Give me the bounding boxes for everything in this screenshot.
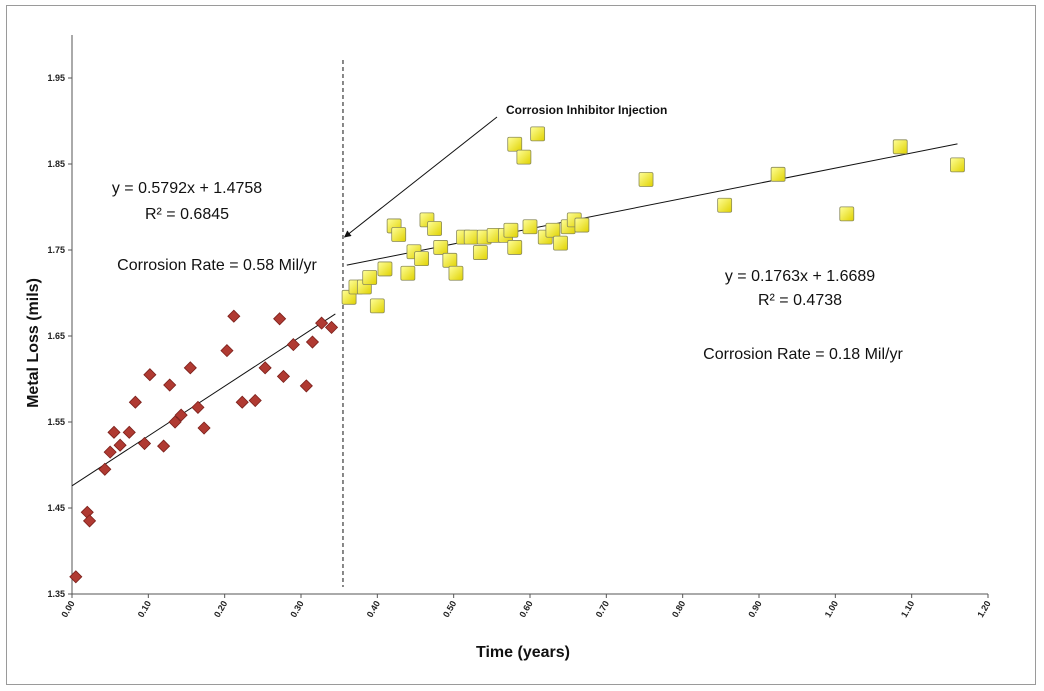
diamond-point bbox=[273, 312, 287, 326]
square-point bbox=[892, 139, 908, 155]
square-point bbox=[369, 298, 385, 314]
x-tick-label: 0.40 bbox=[365, 599, 382, 619]
square-point bbox=[391, 227, 407, 242]
diamond-point bbox=[122, 425, 136, 439]
square-point bbox=[503, 222, 519, 238]
y-tick-label: 1.65 bbox=[47, 331, 65, 341]
right-corrosion-rate: Corrosion Rate = 0.18 Mil/yr bbox=[703, 346, 903, 363]
x-tick-label: 0.00 bbox=[59, 599, 76, 619]
diamond-point bbox=[82, 514, 97, 528]
x-ticks: 0.00 0.10 0.20 0.30 0.40 0.50 0.60 0.70 0.80 0.90… bbox=[59, 594, 993, 619]
diamond-point bbox=[286, 338, 300, 352]
x-tick-label: 1.00 bbox=[823, 599, 840, 619]
diamond-point bbox=[315, 316, 329, 330]
x-tick-label: 0.30 bbox=[288, 599, 305, 619]
diamond-point bbox=[168, 415, 182, 429]
square-point bbox=[638, 172, 654, 187]
right-trend-equation: y = 0.1763x + 1.6689 bbox=[725, 268, 875, 285]
diamond-point bbox=[137, 436, 152, 451]
diamond-point bbox=[107, 425, 121, 439]
diamond-point bbox=[157, 439, 171, 453]
x-tick-label: 1.20 bbox=[975, 599, 992, 619]
diamond-point bbox=[103, 445, 117, 459]
diamond-point bbox=[143, 368, 157, 382]
square-point bbox=[516, 149, 532, 165]
diamond-point bbox=[276, 369, 291, 383]
injection-arrow bbox=[343, 116, 498, 238]
diamond-point bbox=[183, 361, 197, 375]
square-point bbox=[507, 136, 523, 152]
x-tick-label: 0.70 bbox=[594, 599, 611, 619]
x-tick-label: 0.50 bbox=[441, 599, 458, 619]
square-point bbox=[530, 126, 546, 142]
square-point bbox=[770, 166, 786, 182]
y-ticks: 1.35 1.45 1.55 1.65 1.75 1.85 1.95 bbox=[47, 73, 72, 599]
square-point bbox=[472, 245, 488, 260]
square-point bbox=[362, 270, 378, 285]
diamond-point bbox=[69, 570, 83, 584]
diamond-point bbox=[163, 378, 177, 392]
square-point bbox=[522, 219, 538, 235]
diamond-point bbox=[220, 344, 234, 358]
square-point bbox=[414, 251, 430, 267]
y-tick-label: 1.95 bbox=[47, 73, 65, 83]
axes: 1.35 1.45 1.55 1.65 1.75 1.85 1.95 0.00 0.10 0.2… bbox=[47, 35, 993, 619]
x-tick-label: 0.60 bbox=[517, 599, 534, 619]
diamond-point bbox=[324, 320, 339, 334]
injection-label: Corrosion Inhibitor Injection bbox=[506, 103, 667, 117]
data-points bbox=[69, 126, 965, 584]
diamond-point bbox=[235, 395, 249, 409]
diamond-point bbox=[305, 335, 320, 349]
square-point bbox=[507, 240, 523, 255]
x-tick-label: 0.20 bbox=[212, 599, 229, 619]
square-point bbox=[442, 252, 458, 268]
diamond-point bbox=[98, 462, 112, 476]
diamond-point bbox=[299, 379, 313, 393]
square-point bbox=[553, 235, 568, 251]
diamond-point bbox=[258, 361, 272, 375]
diamond-point bbox=[197, 421, 211, 435]
y-tick-label: 1.85 bbox=[47, 159, 65, 169]
y-tick-label: 1.35 bbox=[47, 589, 65, 599]
diamond-point bbox=[227, 309, 241, 323]
chart-frame bbox=[6, 5, 1036, 685]
x-tick-label: 1.10 bbox=[899, 599, 916, 619]
square-point bbox=[377, 261, 393, 277]
y-tick-label: 1.45 bbox=[47, 503, 65, 513]
y-tick-label: 1.55 bbox=[47, 417, 65, 427]
y-axis-title: Metal Loss (mils) bbox=[25, 278, 42, 408]
left-r-squared: R² = 0.6845 bbox=[145, 206, 229, 223]
square-point bbox=[448, 265, 464, 281]
diamond-point bbox=[113, 438, 127, 452]
square-point bbox=[427, 221, 442, 236]
x-tick-label: 0.90 bbox=[746, 599, 763, 619]
square-point bbox=[839, 206, 855, 222]
square-point bbox=[574, 217, 590, 233]
square-point bbox=[717, 197, 733, 213]
square-point bbox=[433, 240, 449, 255]
diamond-point bbox=[128, 395, 142, 409]
x-tick-label: 0.10 bbox=[136, 599, 153, 619]
trendline-1 bbox=[71, 313, 336, 487]
left-trend-equation: y = 0.5792x + 1.4758 bbox=[112, 180, 262, 197]
right-r-squared: R² = 0.4738 bbox=[758, 292, 842, 309]
diamond-point bbox=[191, 400, 205, 414]
diamond-point bbox=[174, 408, 188, 422]
trendline-2 bbox=[346, 143, 958, 266]
diamond-point bbox=[248, 393, 262, 408]
square-point bbox=[400, 265, 416, 281]
left-corrosion-rate: Corrosion Rate = 0.58 Mil/yr bbox=[117, 257, 317, 274]
x-tick-label: 0.80 bbox=[670, 599, 687, 619]
square-point bbox=[463, 229, 479, 245]
square-point bbox=[950, 157, 965, 173]
y-tick-label: 1.75 bbox=[47, 245, 65, 255]
square-point bbox=[545, 222, 561, 238]
x-axis-title: Time (years) bbox=[476, 644, 570, 661]
